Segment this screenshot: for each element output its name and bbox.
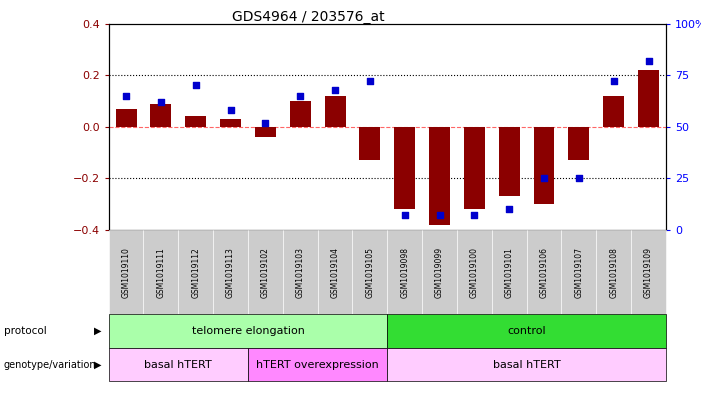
Point bbox=[469, 212, 480, 219]
Point bbox=[365, 78, 376, 84]
Bar bbox=[569, 127, 590, 160]
Text: GSM1019104: GSM1019104 bbox=[331, 247, 339, 298]
Point bbox=[643, 58, 654, 64]
Bar bbox=[325, 96, 346, 127]
Text: basal hTERT: basal hTERT bbox=[144, 360, 212, 369]
Bar bbox=[185, 116, 206, 127]
Bar bbox=[533, 127, 554, 204]
Bar bbox=[464, 127, 485, 209]
Text: GSM1019102: GSM1019102 bbox=[261, 247, 270, 298]
Text: GSM1019113: GSM1019113 bbox=[226, 247, 235, 298]
Text: GSM1019106: GSM1019106 bbox=[540, 247, 549, 298]
Point bbox=[608, 78, 619, 84]
Text: GSM1019112: GSM1019112 bbox=[191, 247, 200, 298]
Bar bbox=[360, 127, 381, 160]
Text: telomere elongation: telomere elongation bbox=[191, 326, 304, 336]
Text: GSM1019109: GSM1019109 bbox=[644, 247, 653, 298]
Bar bbox=[220, 119, 241, 127]
Text: protocol: protocol bbox=[4, 326, 46, 336]
Text: GSM1019098: GSM1019098 bbox=[400, 247, 409, 298]
Point bbox=[573, 175, 585, 182]
Bar bbox=[499, 127, 519, 196]
Point bbox=[503, 206, 515, 212]
Bar bbox=[638, 70, 659, 127]
Bar bbox=[290, 101, 311, 127]
Text: GSM1019108: GSM1019108 bbox=[609, 247, 618, 298]
Text: GSM1019105: GSM1019105 bbox=[365, 247, 374, 298]
Point bbox=[190, 83, 201, 89]
Text: GDS4964 / 203576_at: GDS4964 / 203576_at bbox=[232, 10, 385, 24]
Point bbox=[121, 93, 132, 99]
Bar bbox=[429, 127, 450, 225]
Bar bbox=[116, 109, 137, 127]
Bar bbox=[604, 96, 624, 127]
Text: ▶: ▶ bbox=[94, 326, 102, 336]
Point bbox=[329, 86, 341, 93]
Text: basal hTERT: basal hTERT bbox=[493, 360, 561, 369]
Text: GSM1019101: GSM1019101 bbox=[505, 247, 514, 298]
Bar bbox=[394, 127, 415, 209]
Text: hTERT overexpression: hTERT overexpression bbox=[257, 360, 379, 369]
Point bbox=[538, 175, 550, 182]
Text: control: control bbox=[508, 326, 546, 336]
Text: GSM1019100: GSM1019100 bbox=[470, 247, 479, 298]
Bar bbox=[151, 103, 171, 127]
Point bbox=[434, 212, 445, 219]
Text: GSM1019111: GSM1019111 bbox=[156, 247, 165, 298]
Text: GSM1019107: GSM1019107 bbox=[574, 247, 583, 298]
Text: GSM1019099: GSM1019099 bbox=[435, 246, 444, 298]
Bar bbox=[255, 127, 276, 137]
Text: GSM1019103: GSM1019103 bbox=[296, 247, 305, 298]
Text: GSM1019110: GSM1019110 bbox=[121, 247, 130, 298]
Point bbox=[260, 119, 271, 126]
Point bbox=[225, 107, 236, 114]
Point bbox=[399, 212, 410, 219]
Point bbox=[294, 93, 306, 99]
Text: genotype/variation: genotype/variation bbox=[4, 360, 96, 369]
Text: ▶: ▶ bbox=[94, 360, 102, 369]
Point bbox=[156, 99, 167, 105]
